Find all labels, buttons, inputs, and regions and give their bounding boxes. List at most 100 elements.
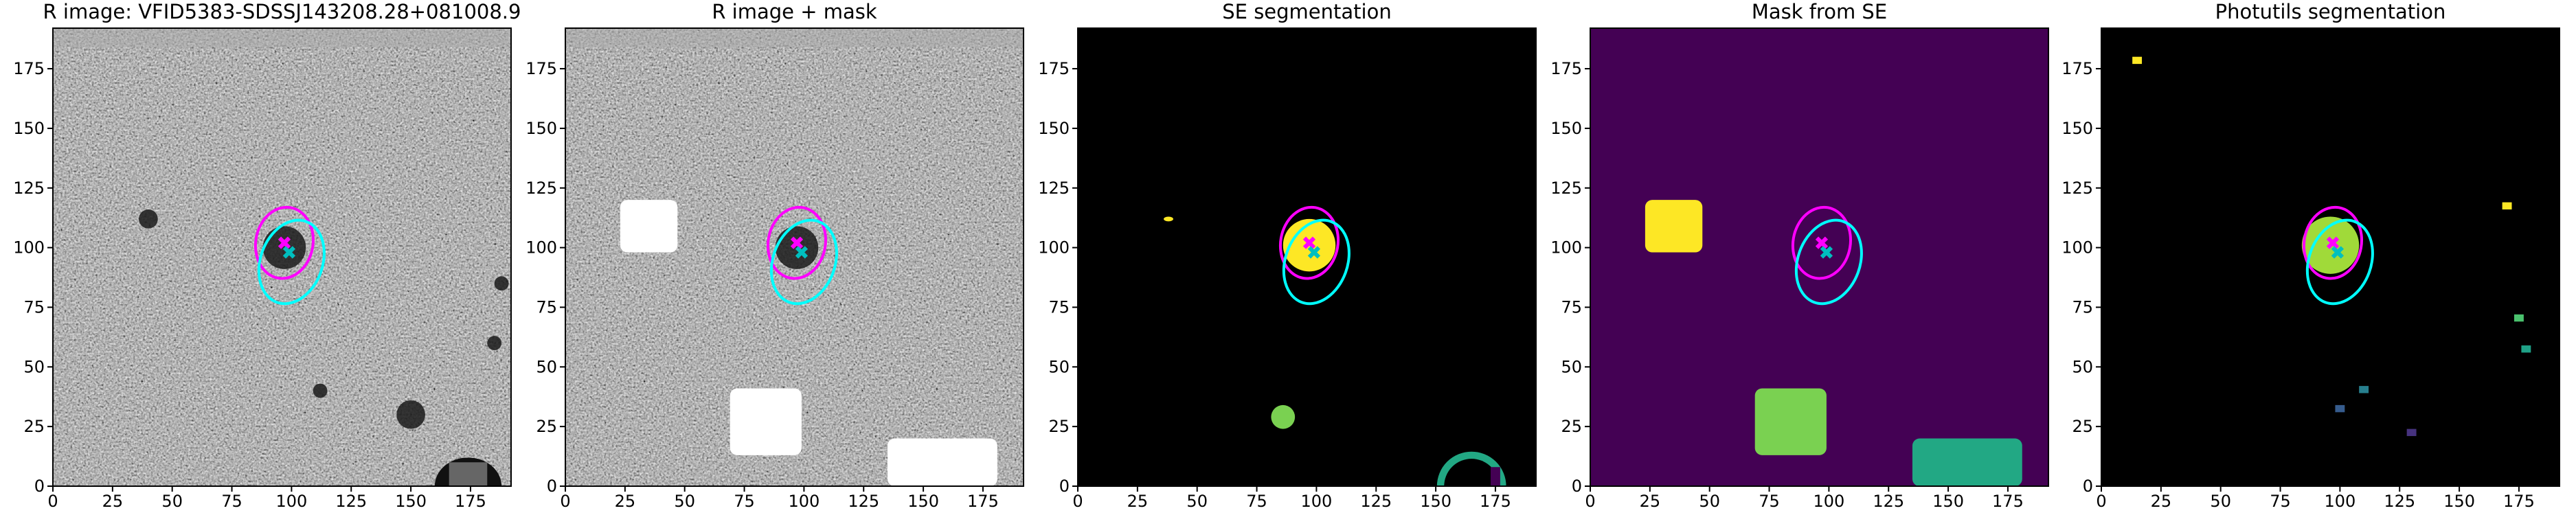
x-tick-label: 100 [2324, 492, 2355, 511]
x-tick-label: 125 [1360, 492, 1392, 511]
center-marker [278, 236, 291, 249]
y-tick-label: 25 [536, 417, 557, 436]
y-tick-label: 100 [526, 238, 557, 258]
panel: R image + mask 0 25 50 75 100 125 150 175 0 25 50 75… [526, 0, 1024, 511]
center-marker [2326, 236, 2340, 249]
y-tick-label: 25 [2072, 417, 2093, 436]
mask-region [1754, 388, 1827, 455]
x-tick-label: 125 [335, 492, 367, 511]
image-source [313, 383, 328, 398]
y-tick-label: 75 [2072, 297, 2093, 317]
mask-region [1912, 438, 2022, 486]
x-tick-label: 150 [395, 492, 427, 511]
image-band [565, 28, 1024, 47]
image-source [449, 462, 488, 486]
x-tick-label: 75 [1246, 492, 1267, 511]
x-tick-label: 175 [2503, 492, 2535, 511]
image-source [487, 336, 502, 350]
x-tick-label: 175 [455, 492, 486, 511]
x-tick-label: 150 [1932, 492, 1964, 511]
center-marker [790, 236, 804, 249]
segment [1164, 216, 1173, 222]
x-tick-label: 125 [2384, 492, 2415, 511]
x-tick-label: 50 [2210, 492, 2231, 511]
image [1078, 28, 1536, 486]
aperture-ellipse [769, 218, 838, 306]
y-tick-label: 0 [34, 477, 45, 496]
y-tick-label: 125 [13, 179, 45, 198]
y-tick-label: 175 [1550, 59, 1582, 78]
y-tick-label: 75 [1048, 297, 1070, 317]
segment [1490, 467, 1500, 486]
segment [2406, 428, 2417, 437]
x-tick-label: 75 [1759, 492, 1780, 511]
image-band [53, 28, 511, 47]
x-tick-label: 75 [2270, 492, 2291, 511]
segment [2521, 345, 2531, 353]
center-marker [282, 246, 296, 259]
y-tick-label: 0 [547, 477, 557, 496]
y-tick-label: 25 [1561, 417, 1582, 436]
center-marker [795, 246, 809, 259]
x-tick-label: 75 [734, 492, 755, 511]
y-tick-label: 125 [526, 179, 557, 198]
panel-title: SE segmentation [1222, 0, 1391, 23]
y-tick-label: 100 [1038, 238, 1070, 258]
x-tick-label: 0 [1585, 492, 1595, 511]
center-marker [2331, 246, 2345, 259]
x-tick-label: 25 [615, 492, 636, 511]
aperture-ellipse [1791, 205, 1853, 280]
x-tick-label: 25 [2151, 492, 2172, 511]
y-tick-label: 0 [1059, 477, 1070, 496]
y-tick-label: 150 [526, 119, 557, 138]
y-tick-label: 25 [1048, 417, 1070, 436]
x-tick-label: 50 [674, 492, 695, 511]
y-tick-label: 50 [1048, 357, 1070, 376]
segment [1271, 404, 1296, 429]
x-tick-label: 125 [1873, 492, 1904, 511]
x-tick-label: 150 [1420, 492, 1451, 511]
center-marker [1302, 236, 1316, 249]
center-marker [1820, 246, 1833, 259]
x-tick-label: 50 [1186, 492, 1208, 511]
x-tick-label: 0 [560, 492, 570, 511]
aperture-ellipse [766, 205, 828, 280]
panel-title: Mask from SE [1752, 0, 1887, 23]
y-tick-label: 25 [23, 417, 45, 436]
x-tick-label: 125 [848, 492, 879, 511]
aperture-ellipse [257, 218, 326, 306]
x-tick-label: 0 [2096, 492, 2106, 511]
y-tick-label: 175 [2061, 59, 2093, 78]
y-tick-label: 50 [536, 357, 557, 376]
y-tick-label: 50 [1561, 357, 1582, 376]
panel-title: R image + mask [712, 0, 877, 23]
image [565, 28, 1024, 486]
image-source [494, 276, 509, 291]
image [1590, 28, 2048, 486]
y-tick-label: 150 [13, 119, 45, 138]
x-tick-label: 50 [1699, 492, 1720, 511]
axes-frame [1077, 27, 1537, 487]
x-tick-label: 25 [1127, 492, 1149, 511]
x-tick-label: 100 [1813, 492, 1844, 511]
y-tick-label: 100 [2061, 238, 2093, 258]
x-tick-label: 150 [2443, 492, 2475, 511]
segment [2359, 386, 2369, 393]
x-tick-label: 0 [47, 492, 58, 511]
y-tick-label: 75 [23, 297, 45, 317]
aperture-ellipse [1282, 218, 1351, 306]
x-tick-label: 25 [102, 492, 124, 511]
x-tick-label: 100 [1300, 492, 1332, 511]
x-tick-label: 100 [275, 492, 307, 511]
y-tick-label: 75 [1561, 297, 1582, 317]
axes-frame [1590, 27, 2049, 487]
aperture-ellipse [1794, 218, 1863, 306]
center-marker [1307, 246, 1321, 259]
aperture-ellipse [2302, 205, 2364, 280]
x-tick-label: 50 [161, 492, 183, 511]
segment [2335, 404, 2345, 413]
y-tick-label: 0 [1572, 477, 1582, 496]
y-tick-label: 150 [2061, 119, 2093, 138]
y-tick-label: 175 [1038, 59, 1070, 78]
